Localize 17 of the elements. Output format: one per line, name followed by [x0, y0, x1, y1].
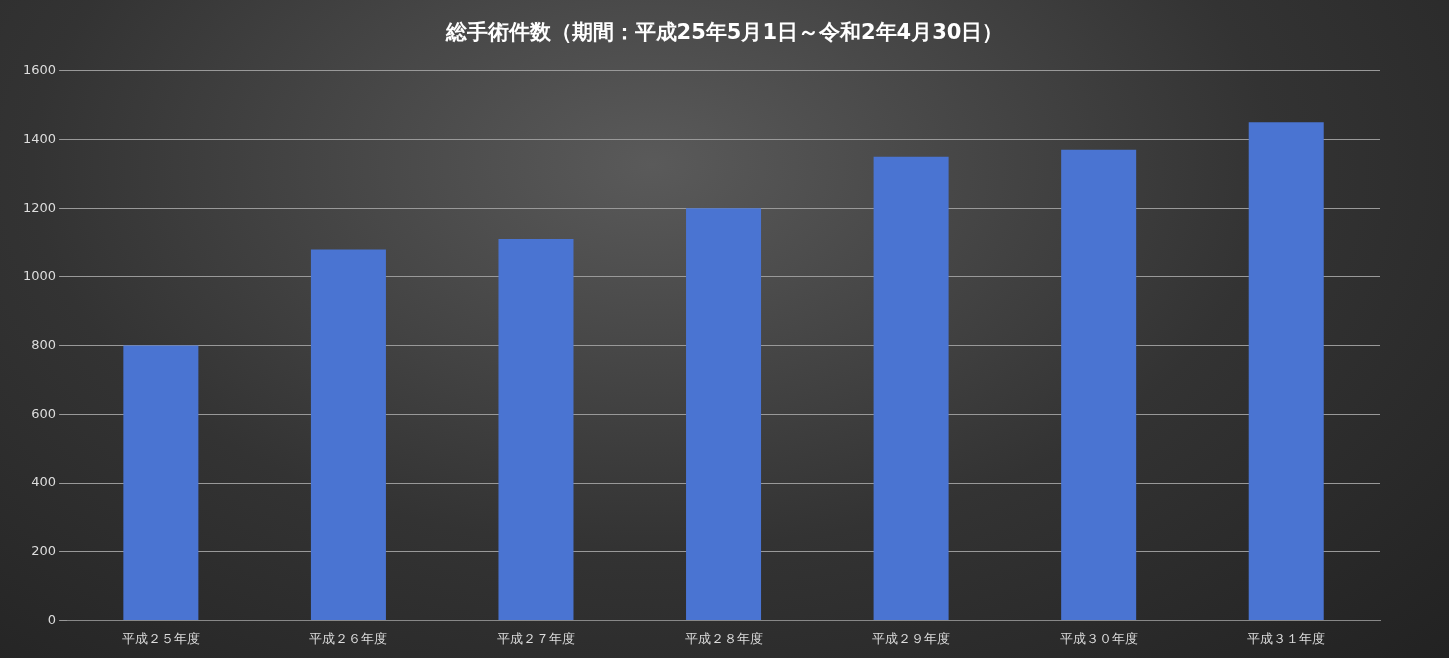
- y-tick-label: 1600: [22, 62, 57, 78]
- x-tick-label: 平成２８年度: [684, 630, 763, 646]
- chart-title: 総手術件数（期間：平成25年5月1日～令和2年4月30日）: [444, 19, 1005, 46]
- y-tick-label: 800: [31, 336, 57, 352]
- y-tick-label: 1400: [22, 130, 57, 146]
- x-tick-label: 平成２６年度: [309, 630, 388, 646]
- y-tick-label: 1200: [22, 199, 57, 215]
- x-tick-label: 平成２９年度: [872, 630, 951, 646]
- y-tick-label: 0: [47, 611, 57, 627]
- y-tick-label: 1000: [22, 268, 57, 284]
- x-tick-label: 平成３０年度: [1059, 630, 1138, 646]
- y-tick-label: 400: [31, 474, 57, 490]
- y-tick-label: 200: [31, 543, 57, 559]
- x-tick-label: 平成２５年度: [121, 630, 200, 646]
- y-tick-label: 600: [31, 405, 57, 421]
- x-tick-label: 平成３１年度: [1247, 630, 1326, 646]
- x-tick-label: 平成２７年度: [496, 630, 575, 646]
